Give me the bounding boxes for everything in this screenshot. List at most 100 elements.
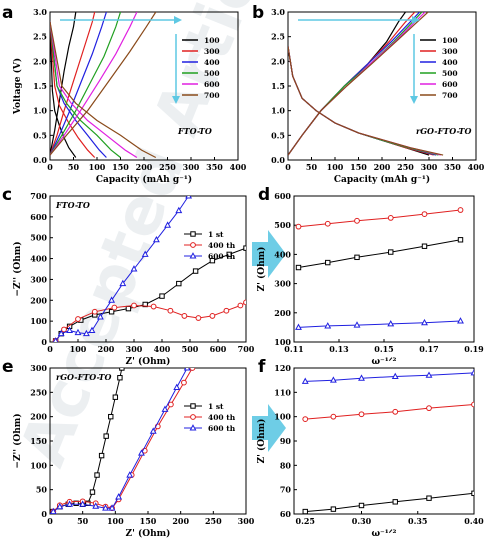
data-point: [195, 315, 202, 321]
panel-c: c 0 100 200 300 400 500 600 700 0 100 200 300 400 500 6…: [2, 185, 255, 367]
sample-label: FTO-TO: [55, 200, 90, 210]
data-point: [79, 500, 87, 507]
data-point: [175, 206, 183, 214]
data-point: [130, 265, 138, 272]
y-tick-label: 2.5: [33, 32, 47, 42]
data-point: [88, 326, 96, 334]
data-point: [353, 321, 361, 328]
x-tick-label: 0.35: [408, 516, 427, 526]
data-point: [183, 368, 191, 371]
x-tick-label: 150: [350, 162, 367, 172]
x-tick-label: 100: [107, 516, 124, 526]
x-tick-label: 350: [206, 162, 223, 172]
legend-label: 400 th: [208, 413, 236, 422]
y-tick-label: 300: [30, 363, 47, 373]
x-tick-label: 400: [230, 162, 247, 172]
data-point: [167, 401, 174, 408]
legend-marker: [189, 424, 197, 431]
legend-label: 400: [442, 58, 458, 67]
x-tick-label: 200: [136, 162, 153, 172]
x-tick-label: 0.15: [374, 344, 393, 354]
data-point: [108, 309, 115, 315]
panel-b: b 0 50 100 150 200 250 300 350 400 0.0 0.5 1.0 1.5 2.0…: [252, 3, 485, 185]
series-line-1st: [298, 239, 461, 268]
data-point: [112, 394, 119, 400]
data-point: [392, 499, 398, 505]
x-tick-label: 500: [182, 344, 199, 354]
charge-curve-400: [288, 12, 421, 156]
x-tick-label: 200: [98, 344, 115, 354]
data-point: [98, 452, 105, 459]
panel-d: d 0.11 0.13 0.15 0.17 0.19 100 200 300 400 500 600 ω…: [256, 185, 484, 367]
legend-label: 1 st: [208, 402, 224, 411]
x-tick-label: 200: [172, 516, 189, 526]
y-tick-label: 3.0: [271, 7, 285, 17]
legend-label: 600: [204, 80, 220, 89]
data-point: [50, 507, 57, 514]
charge-curve-400: [50, 12, 107, 156]
x-tick-label: 0.13: [329, 344, 349, 354]
y-tick-label: 110: [274, 387, 291, 397]
series-group: [52, 196, 246, 342]
x-tick-label: 0.11: [284, 344, 303, 354]
data-point: [164, 221, 172, 228]
x-tick-label: 0: [47, 162, 53, 172]
legend-marker: [190, 403, 196, 409]
data-point: [52, 337, 59, 342]
series-line-600th: [298, 320, 461, 328]
y-tick-label: 200: [274, 308, 291, 318]
plot-frame: [293, 367, 475, 515]
y-tick-label: 0.0: [33, 155, 47, 165]
series-line-600th: [52, 368, 188, 512]
data-point: [185, 196, 193, 199]
x-tick-label: 0: [285, 162, 291, 172]
data-point: [92, 502, 100, 509]
legend-label: 400 th: [208, 241, 236, 250]
data-point: [243, 245, 246, 251]
x-tick-label: 350: [444, 162, 461, 172]
legend-marker: [189, 252, 197, 259]
sample-label: FTO-TO: [177, 126, 212, 136]
x-tick-label: 0.25: [296, 516, 315, 526]
data-point: [82, 329, 90, 337]
x-tick-label: 0.40: [464, 516, 484, 526]
data-point: [176, 280, 182, 287]
legend-label: 400: [204, 58, 220, 67]
y-tick-label: 3.0: [33, 7, 47, 17]
data-point: [226, 251, 232, 258]
data-point: [111, 304, 118, 311]
data-point: [243, 299, 246, 306]
x-tick-label: 50: [77, 516, 89, 526]
discharge-curve-100: [288, 46, 430, 156]
x-tick-label: 0.30: [352, 516, 372, 526]
x-tick-label: 600: [210, 344, 227, 354]
data-point: [426, 405, 432, 412]
data-point: [115, 493, 123, 500]
legend-arrow-head: [410, 96, 418, 104]
data-point: [57, 329, 65, 337]
series-line-400th: [298, 209, 461, 228]
data-point: [358, 374, 365, 381]
series-line-600th: [305, 372, 474, 382]
y-tick-label: 600: [30, 212, 47, 222]
data-point: [325, 259, 331, 266]
discharge-curve-500: [288, 46, 439, 156]
data-point: [426, 495, 432, 501]
discharge-curve-700: [50, 21, 157, 159]
y-tick-label: 400: [30, 254, 47, 264]
panel-a: a 0 50 100 150 200 250 300 350 400 0.0 0.5 1.0 1.5 2.0…: [2, 3, 247, 185]
y-tick-label: 100: [30, 316, 47, 326]
data-point: [142, 301, 148, 308]
data-point: [138, 449, 145, 456]
data-point: [117, 375, 123, 381]
y-tick-label: 0.5: [271, 130, 285, 140]
data-point: [471, 401, 474, 408]
legend-label: 600 th: [208, 424, 236, 433]
data-point: [354, 217, 360, 224]
x-tick-label: 250: [397, 162, 414, 172]
y-tick-label: 2.5: [271, 32, 285, 42]
sample-label: rGO-FTO-TO: [56, 372, 111, 382]
legend-arrow-head: [172, 96, 180, 104]
series-group: [301, 369, 474, 514]
